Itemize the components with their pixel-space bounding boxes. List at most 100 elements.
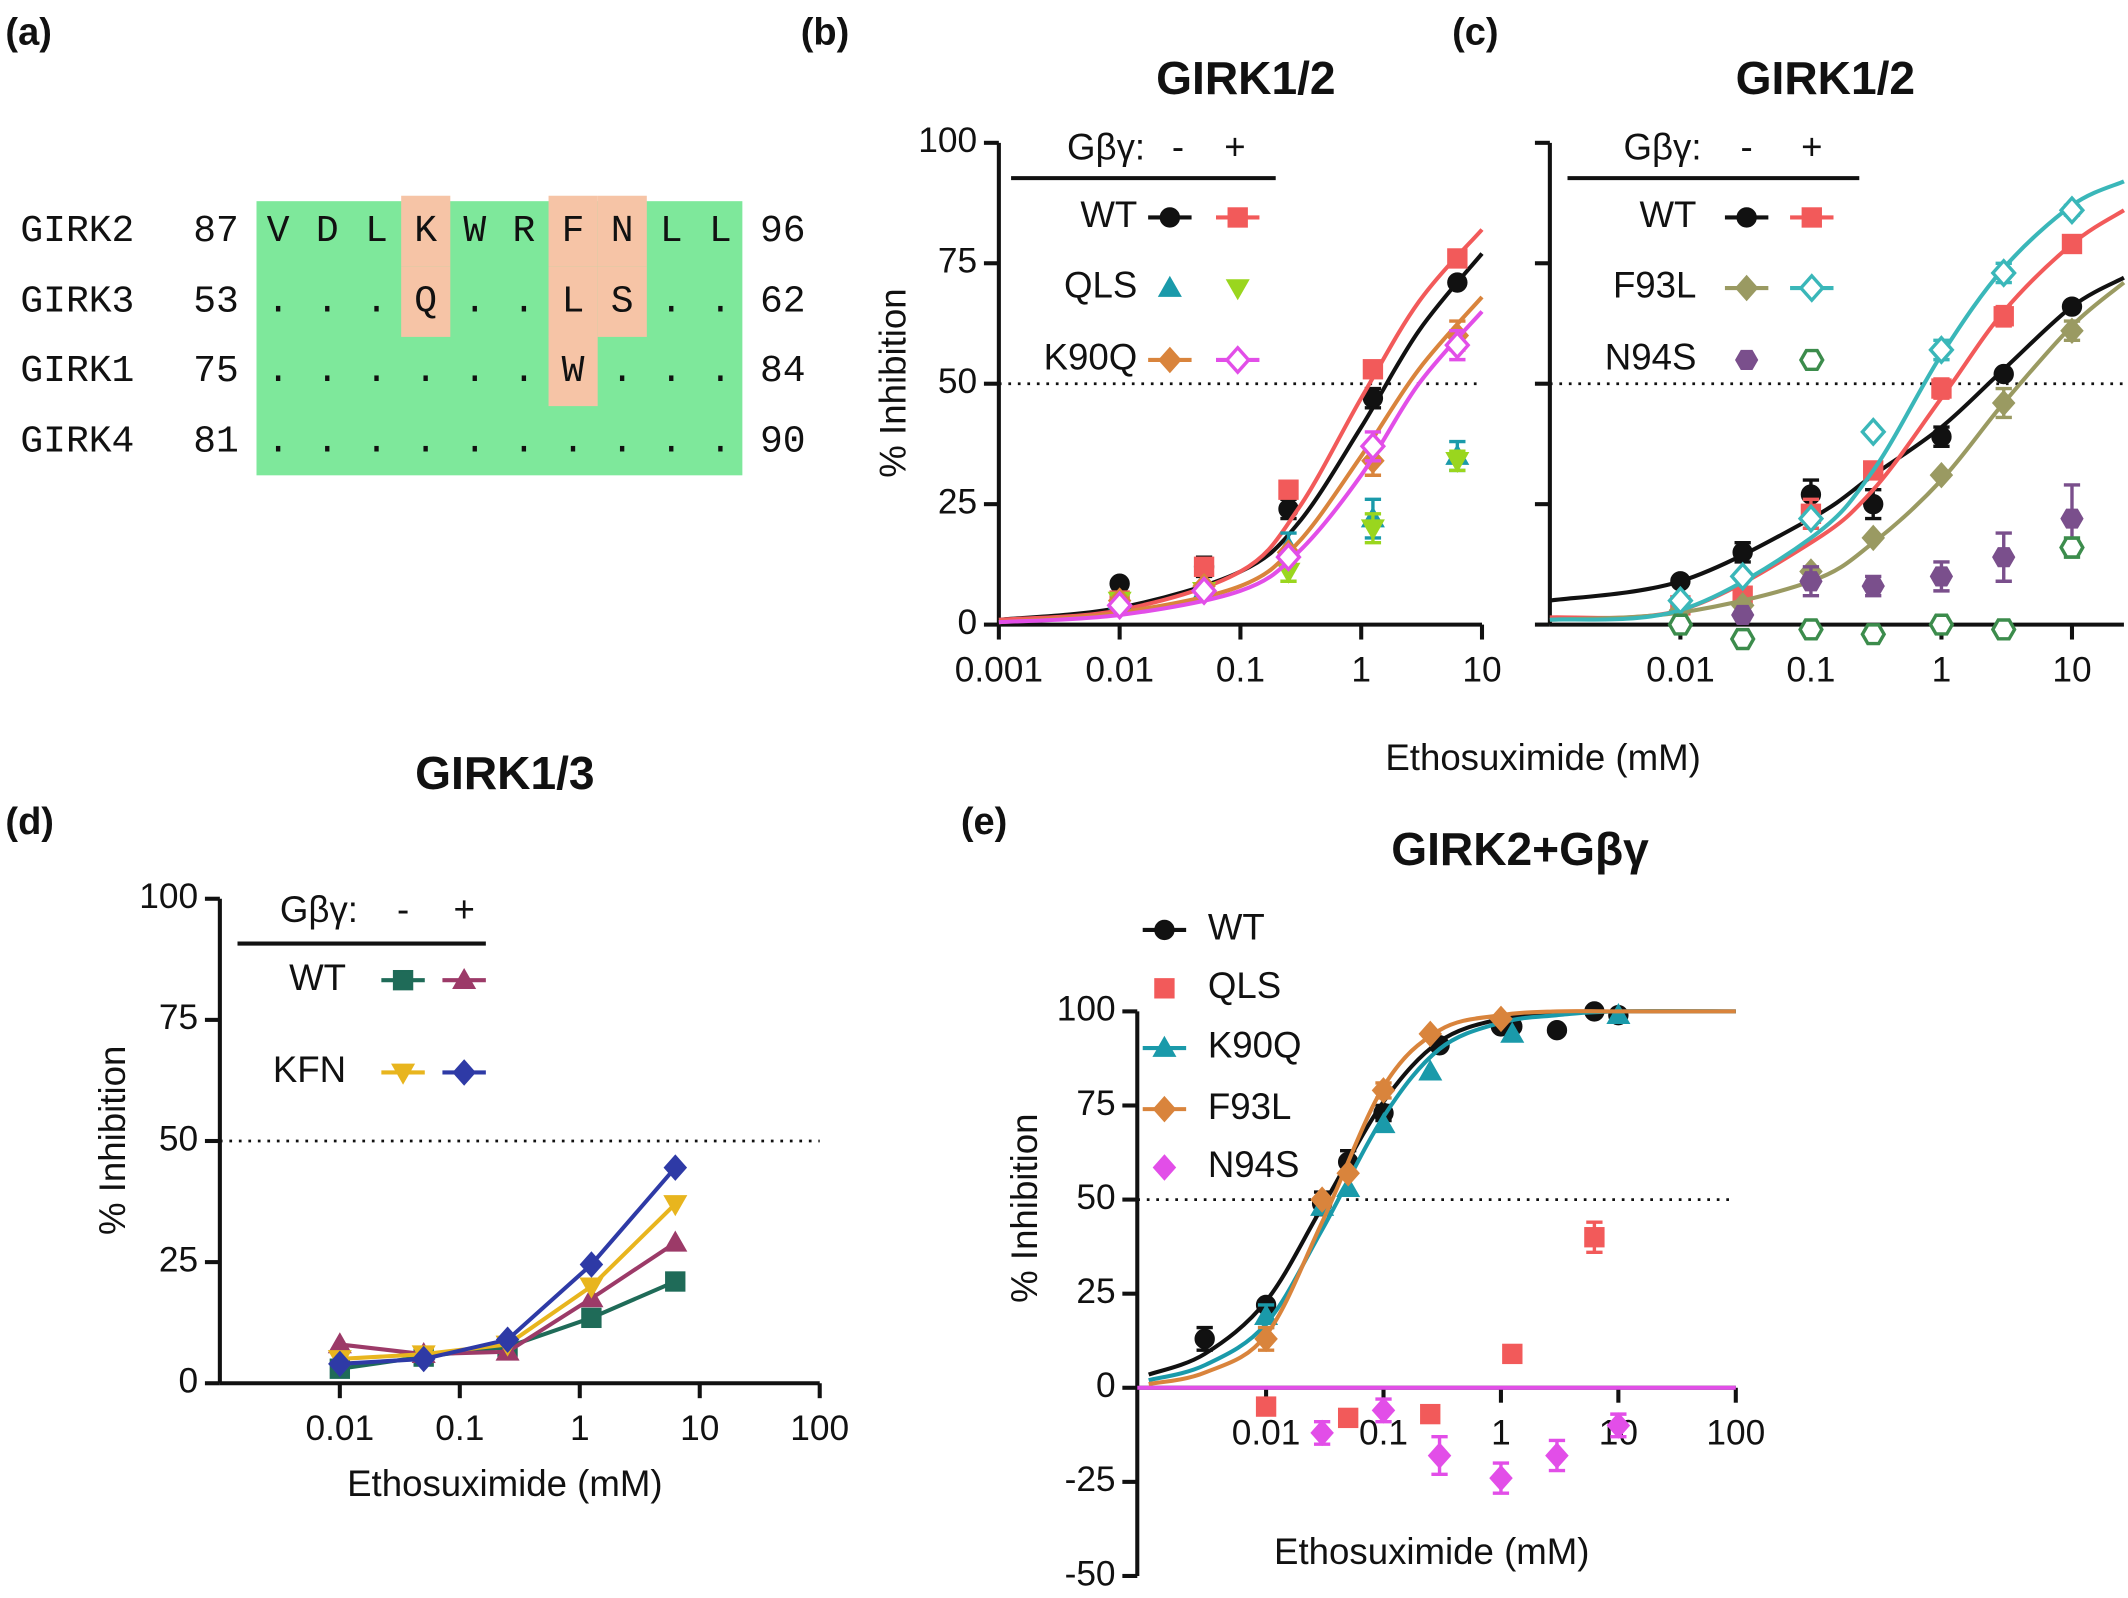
residue: .: [611, 420, 634, 463]
sequence-start: 75: [193, 350, 239, 393]
data-point: [1860, 623, 1887, 646]
data-point: [1336, 1160, 1360, 1187]
data-point: [1667, 585, 1694, 616]
residue: .: [512, 420, 535, 463]
y-tick-label: -25: [1065, 1460, 1116, 1499]
chart-title: GIRK1/3: [415, 747, 594, 799]
data-point: [579, 1277, 604, 1299]
legend-label: WT: [1080, 194, 1137, 235]
residue: V: [267, 210, 290, 253]
chart-title: GIRK2+Gβγ: [1391, 823, 1649, 875]
x-tick-label: 1: [1491, 1414, 1511, 1453]
y-axis-label: % Inhibition: [872, 288, 913, 477]
legend-header: Gβγ:: [1067, 126, 1145, 167]
legend-label: WT: [289, 957, 346, 998]
data-point: [411, 1345, 436, 1373]
data-point: [1359, 431, 1387, 462]
data-point: [1931, 378, 1952, 399]
data-point: [1731, 604, 1755, 626]
residue: .: [660, 350, 683, 393]
legend-label: F93L: [1613, 265, 1696, 306]
data-point: [1255, 1396, 1277, 1417]
data-point: [1278, 479, 1299, 500]
data-point: [1798, 618, 1824, 641]
sequence-name: GIRK2: [20, 210, 134, 253]
legend-marker: [1158, 346, 1182, 374]
y-tick-label: 100: [139, 877, 198, 916]
residue: W: [562, 350, 585, 393]
chart-panel: (d) GIRK1/3 % Inhibition Ethosuximide (mM) 0…: [5, 747, 849, 1504]
data-point: [1310, 1186, 1334, 1213]
legend-marker: [452, 1059, 476, 1086]
data-point: [1489, 1005, 1513, 1033]
residue: D: [316, 210, 339, 253]
data-point: [1254, 1303, 1279, 1326]
data-point: [1928, 613, 1955, 636]
data-point: [581, 1307, 602, 1329]
legend-marker: [452, 967, 477, 989]
x-tick-label: 0.1: [1216, 650, 1265, 689]
legend-marker: [1152, 1154, 1177, 1181]
x-tick-label: 0.01: [1232, 1414, 1301, 1453]
data-point: [1310, 1419, 1334, 1447]
residue: L: [660, 210, 683, 253]
data-point: [2061, 296, 2083, 317]
x-tick-label: 10: [680, 1409, 719, 1448]
data-point: [663, 1230, 688, 1252]
chart-panel: (e) GIRK2+Gβγ % Inhibition Ethosuximide (mM…: [961, 801, 1765, 1593]
data-point: [1371, 1397, 1396, 1424]
data-point: [1799, 571, 1823, 592]
sequence-name: GIRK4: [20, 420, 134, 463]
data-point: [1445, 451, 1470, 474]
x-tick-label: 0.1: [1786, 650, 1835, 689]
residue: .: [512, 281, 535, 324]
residue: N: [611, 210, 634, 253]
residue: .: [463, 350, 486, 393]
residue: L: [709, 210, 732, 253]
data-point: [663, 1195, 688, 1217]
variant-highlight: [548, 266, 598, 337]
y-tick-label: 0: [179, 1362, 199, 1401]
data-point: [1444, 330, 1471, 360]
residue: F: [562, 210, 585, 253]
y-axis-label: % Inhibition: [92, 1046, 133, 1235]
data-point: [495, 1326, 520, 1353]
data-point: [1489, 1464, 1513, 1492]
data-point: [2058, 195, 2086, 226]
legend-label: QLS: [1064, 265, 1137, 306]
legend-marker: [1225, 279, 1250, 301]
y-tick-label: 75: [1076, 1084, 1115, 1123]
data-point: [1362, 359, 1384, 380]
y-tick-label: 50: [1076, 1178, 1115, 1217]
chart-title: GIRK1/2: [1156, 52, 1335, 104]
residue: .: [709, 420, 732, 463]
x-tick-label: 1: [570, 1409, 590, 1448]
sequence-end: 84: [760, 350, 806, 393]
data-point: [1929, 461, 1954, 489]
data-point: [1418, 1059, 1443, 1081]
legend-header: -: [1741, 126, 1753, 167]
variant-highlight: [597, 266, 647, 337]
data-point: [1360, 519, 1385, 541]
data-point: [1545, 1442, 1569, 1469]
data-point: [1447, 248, 1468, 269]
data-point: [1254, 1325, 1278, 1353]
data-point: [1190, 576, 1218, 606]
x-tick-label: 0.001: [955, 650, 1043, 689]
legend-marker: [1227, 207, 1248, 228]
data-point: [1860, 417, 1887, 447]
data-point: [328, 1350, 352, 1378]
data-point: [1863, 493, 1884, 515]
y-tick-label: 25: [1076, 1272, 1115, 1311]
sequence-end: 90: [760, 420, 806, 463]
legend-label: QLS: [1208, 965, 1281, 1006]
legend-marker: [1798, 348, 1825, 372]
data-point: [1990, 618, 2017, 641]
residue: .: [709, 281, 732, 324]
data-point: [1584, 1227, 1605, 1248]
data-point: [1420, 1403, 1441, 1425]
data-point: [1992, 547, 2016, 568]
data-point: [1502, 1343, 1523, 1365]
y-axis-label: % Inhibition: [1004, 1113, 1045, 1302]
panel-label: (d): [5, 801, 54, 843]
